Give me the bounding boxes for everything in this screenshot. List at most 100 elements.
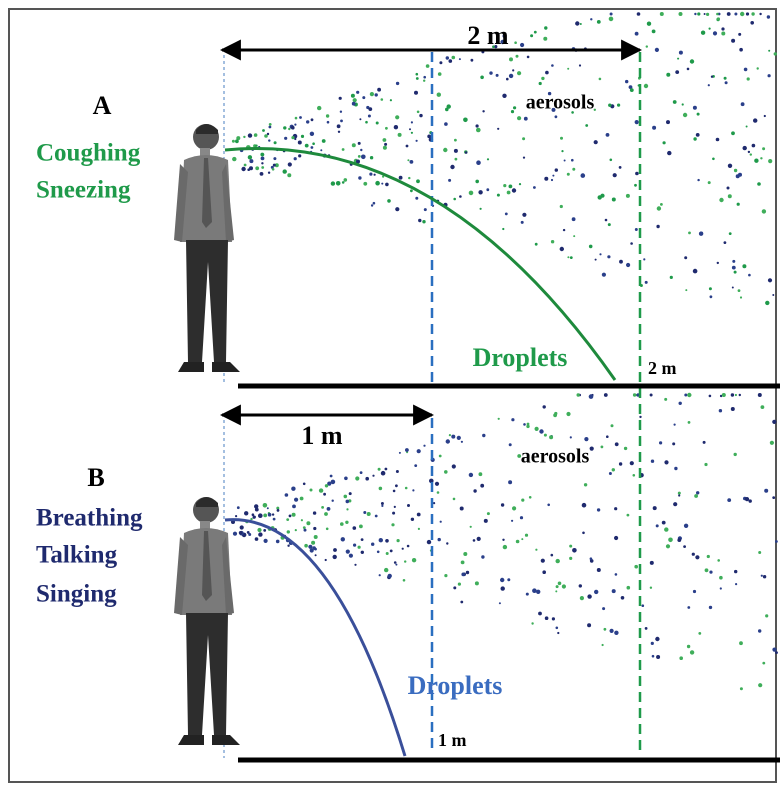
aerosol-dot [728, 232, 732, 236]
aerosol-dot [380, 98, 384, 101]
aerosol-dot [760, 405, 765, 409]
aerosol-dot [643, 83, 649, 89]
aerosol-dot [666, 72, 671, 77]
aerosol-dot [470, 58, 474, 62]
aerosol-dot [257, 527, 262, 533]
aerosol-dot [632, 474, 636, 477]
aerosol-dot [608, 16, 614, 22]
aerosol-dot [336, 124, 341, 129]
aerosol-dot [757, 393, 762, 397]
aerosol-dot [696, 112, 700, 116]
aerosol-dot [683, 545, 686, 548]
aerosol-dot [540, 558, 545, 563]
aerosol-dot [625, 193, 630, 198]
aerosol-dot [712, 31, 718, 36]
aerosol-dot [694, 494, 698, 498]
aerosol-dot [410, 517, 415, 521]
activity: Coughing [36, 140, 141, 167]
aerosol-dot [246, 531, 250, 534]
aerosol-dot [719, 575, 723, 580]
aerosol-dot [673, 502, 678, 507]
aerosol-dot [739, 296, 743, 299]
aerosol-dot [578, 64, 582, 67]
aerosol-dot [646, 21, 652, 26]
aerosol-dot [510, 519, 514, 522]
aerosol-dot [267, 512, 272, 517]
aerosol-dot [603, 393, 608, 397]
aerosol-dot [634, 183, 637, 187]
aerosol-dot [468, 472, 474, 478]
aerosol-dot [263, 529, 267, 532]
aerosol-dot [707, 84, 710, 87]
aerosol-dot [589, 557, 593, 560]
aerosol-dot [437, 537, 441, 542]
aerosol-dot [286, 518, 290, 521]
aerosol-dot [251, 513, 255, 516]
aerosol-dot [656, 224, 660, 229]
aerosol-dot [475, 179, 480, 184]
aerosol-dot [254, 537, 259, 541]
aerosol-dot [542, 570, 546, 574]
aerosol-dot [611, 589, 616, 594]
aerosol-dot [274, 163, 279, 168]
aerosol-dot [356, 159, 360, 164]
aerosol-dot [721, 31, 726, 36]
aerosol-dot [520, 42, 525, 48]
aerosol-dot [258, 513, 263, 518]
aerosol-dot [684, 256, 688, 260]
aerosol-dot [533, 30, 537, 34]
aerosol-dot [751, 12, 755, 16]
aerosol-dot [294, 497, 299, 502]
aerosol-dot [656, 206, 662, 211]
aerosol-dot [555, 558, 560, 564]
aerosol-dot [686, 67, 690, 71]
aerosol-dot [352, 526, 357, 530]
aerosol-dot [539, 429, 544, 434]
aerosol-dot [356, 90, 360, 94]
aerosol-dot [445, 56, 449, 60]
aerosol-dot [739, 47, 743, 52]
aerosol-dot [634, 31, 639, 36]
aerosol-dot [412, 489, 415, 492]
aerosol-dot [375, 180, 380, 186]
aerosol-dot [474, 581, 479, 586]
aerosol-dot [344, 476, 348, 481]
aerosol-dot [758, 683, 763, 688]
aerosol-dot [605, 133, 610, 137]
aerosol-dot [262, 503, 268, 508]
aerosol-dot [304, 543, 308, 548]
aerosol-dot [481, 555, 485, 559]
aerosol-dot [416, 110, 420, 114]
aerosol-dot [243, 135, 246, 139]
aerosol-dot [526, 55, 530, 59]
aerosol-dot [754, 158, 759, 163]
aerosol-dot [727, 194, 732, 199]
aerosol-dot [346, 508, 349, 511]
aerosol-dot [354, 563, 357, 566]
aerosol-dot [456, 435, 461, 440]
aerosol-dot [528, 496, 532, 499]
aerosol-dot [515, 539, 520, 544]
aerosol-dot [765, 614, 769, 618]
aerosol-dot [772, 496, 776, 499]
aerosol-cloud [231, 11, 778, 691]
aerosol-dot [626, 513, 630, 517]
aerosol-dot [486, 188, 490, 192]
aerosol-dot [695, 555, 700, 560]
activity: Sneezing [36, 177, 131, 204]
aerosol-dot [321, 139, 326, 143]
aerosol-dot [291, 486, 296, 491]
aerosol-dot [367, 114, 371, 118]
aerosol-dot [345, 499, 350, 504]
aerosol-dot [263, 513, 268, 518]
aerosol-dot [740, 11, 745, 17]
aerosol-dot [397, 132, 402, 137]
aerosol-dot [618, 166, 622, 169]
aerosol-dot [721, 27, 725, 31]
aerosol-dot [448, 178, 452, 182]
aerosol-dot [310, 118, 314, 122]
aerosol-dot [598, 77, 602, 81]
aerosol-dot [414, 90, 418, 95]
aerosol-dot [662, 141, 666, 145]
